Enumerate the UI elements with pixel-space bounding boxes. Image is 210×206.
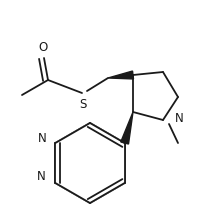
Text: N: N <box>37 171 45 184</box>
Text: S: S <box>79 97 87 110</box>
Polygon shape <box>55 123 125 203</box>
Text: N: N <box>38 131 46 144</box>
Text: O: O <box>38 41 48 54</box>
Polygon shape <box>121 112 133 144</box>
Text: N: N <box>175 111 184 124</box>
Polygon shape <box>108 71 134 79</box>
